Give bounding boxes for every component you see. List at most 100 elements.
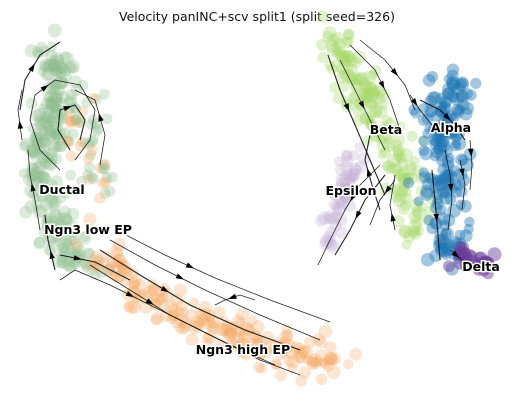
cell-point — [435, 178, 448, 192]
cell-point — [44, 194, 59, 209]
cell-point — [223, 327, 238, 342]
cell-point — [214, 322, 229, 337]
cell-point — [397, 173, 412, 187]
cluster-epsilon-points — [315, 141, 371, 254]
cell-point — [99, 187, 111, 199]
cell-point — [338, 171, 353, 186]
cell-point — [439, 124, 453, 138]
cell-point — [57, 77, 69, 89]
cell-point — [408, 209, 422, 223]
cell-point — [320, 358, 331, 370]
cell-point — [474, 260, 488, 274]
cell-point — [52, 90, 63, 102]
cell-point — [48, 128, 60, 140]
cell-point — [99, 159, 111, 171]
cell-point — [341, 50, 356, 65]
cell-point — [35, 180, 48, 193]
cell-point — [69, 114, 81, 126]
cell-point — [53, 75, 68, 90]
cell-point — [374, 105, 388, 119]
cell-point — [173, 283, 187, 297]
cell-point — [230, 325, 242, 338]
velocity-streamline — [119, 231, 331, 323]
cell-point — [53, 244, 66, 258]
cell-point — [35, 119, 49, 132]
cell-point — [49, 209, 63, 223]
cell-point — [112, 237, 127, 252]
cell-point — [317, 211, 332, 225]
cell-point — [132, 278, 146, 293]
cell-point — [366, 82, 378, 94]
cell-point — [323, 355, 334, 366]
cell-point — [54, 107, 68, 121]
streamline-arrowhead — [358, 100, 365, 109]
cell-point — [39, 157, 52, 169]
cell-point — [41, 216, 55, 230]
cell-point — [44, 96, 58, 110]
cell-point — [393, 169, 405, 181]
cell-point — [478, 255, 493, 270]
cell-point — [379, 182, 393, 196]
cell-point — [457, 173, 470, 187]
cell-point — [20, 137, 33, 151]
cell-point — [261, 331, 274, 344]
cell-point — [360, 87, 372, 99]
cell-point — [283, 355, 295, 367]
cell-point — [216, 344, 227, 356]
cell-point — [341, 51, 352, 62]
cell-point — [97, 163, 109, 175]
cell-point — [85, 119, 97, 130]
cell-point — [86, 171, 98, 183]
cell-point — [252, 361, 265, 374]
cell-point — [271, 337, 285, 350]
chart-title: Velocity panINC+scv split1 (split seed=3… — [119, 9, 395, 24]
cell-point — [336, 70, 350, 84]
cell-point — [115, 259, 126, 270]
cell-point — [411, 206, 423, 217]
cell-point — [470, 77, 482, 89]
cell-point — [46, 81, 59, 94]
cell-point — [366, 96, 379, 110]
cell-point — [46, 147, 58, 159]
cell-point — [47, 60, 60, 72]
cell-point — [429, 216, 443, 230]
cell-point — [72, 117, 84, 128]
cell-point — [190, 315, 204, 329]
cell-point — [455, 153, 468, 166]
cell-point — [66, 227, 78, 239]
cell-point — [396, 158, 409, 171]
cell-point — [427, 122, 439, 135]
cell-point — [98, 88, 110, 100]
cell-point — [394, 134, 406, 146]
cell-point — [396, 166, 409, 180]
cell-point — [106, 171, 118, 183]
cell-point — [442, 87, 454, 99]
cell-point — [436, 211, 450, 226]
velocity-streamline — [99, 249, 301, 351]
cell-point — [63, 260, 77, 273]
cell-point — [418, 167, 429, 178]
streamline-arrowhead — [73, 255, 82, 261]
cell-point — [354, 160, 368, 174]
cell-point — [309, 357, 322, 370]
cell-point — [18, 168, 29, 179]
cell-point — [47, 140, 61, 154]
cell-point — [436, 130, 448, 142]
cell-point — [400, 192, 413, 205]
streamline-arrowhead — [468, 148, 474, 157]
cell-point — [390, 139, 403, 152]
cell-point — [441, 249, 452, 260]
cell-point — [117, 264, 131, 279]
cell-point — [334, 184, 348, 199]
cell-point — [38, 133, 50, 145]
cell-point — [42, 60, 55, 73]
cell-point — [455, 185, 468, 198]
cell-point — [326, 365, 341, 380]
velocity-streamlines — [17, 39, 479, 376]
cell-point — [465, 89, 477, 101]
cell-point — [410, 216, 423, 229]
cell-point — [337, 191, 349, 204]
cell-point — [328, 188, 340, 201]
cell-point — [207, 321, 220, 335]
velocity-streamline — [89, 264, 276, 366]
